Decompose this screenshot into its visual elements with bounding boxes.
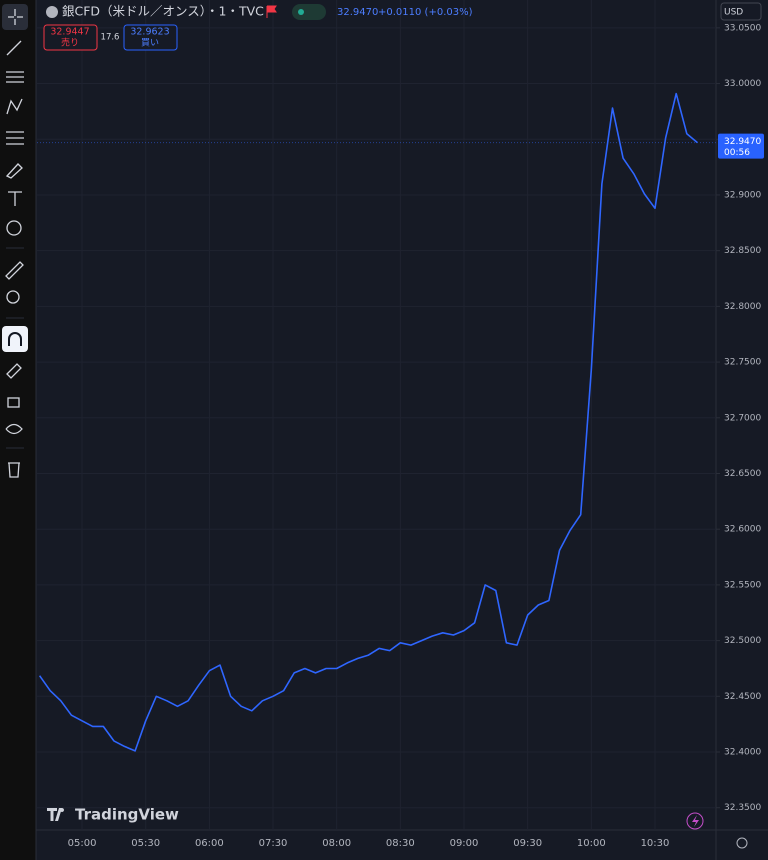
- lock-tool[interactable]: [7, 397, 20, 408]
- countdown: 00:56: [724, 148, 750, 158]
- y-tick-label: 32.9000: [724, 190, 761, 200]
- buy-button[interactable]: [123, 24, 178, 51]
- grid: [37, 0, 720, 830]
- y-tick-label: 32.7000: [724, 413, 761, 423]
- x-tick-label: 05:30: [131, 838, 160, 849]
- crosshair-icon: [8, 9, 23, 25]
- settings-button[interactable]: [736, 837, 748, 849]
- sell-label: 売り: [61, 37, 79, 49]
- brand-logo: [47, 807, 65, 821]
- text-tool[interactable]: [8, 191, 22, 206]
- x-tick-label: 10:00: [577, 838, 606, 849]
- status-dot: [298, 9, 304, 15]
- y-tick-label: 32.6500: [724, 469, 761, 479]
- y-tick-label: 32.6000: [724, 525, 761, 535]
- hide-tool[interactable]: [5, 423, 23, 435]
- y-tick-label: 32.7500: [724, 358, 761, 368]
- emoji-tool[interactable]: [6, 220, 22, 236]
- status-pill: [292, 4, 326, 20]
- last-price-tag: [718, 133, 764, 159]
- y-tick-label: 32.8000: [724, 302, 761, 312]
- pattern-tool[interactable]: [6, 98, 23, 115]
- y-tick-label: 33.0500: [724, 23, 761, 33]
- plot: [37, 92, 716, 752]
- delete-tool[interactable]: [8, 462, 20, 478]
- y-tick-label: 32.5000: [724, 636, 761, 646]
- y-tick-label: 32.4000: [724, 748, 761, 758]
- lightning-button[interactable]: [686, 812, 704, 830]
- symbol: 銀CFD（米ドル／オンス）・1・TVC: [62, 4, 264, 19]
- x-tick-label: 06:00: [195, 838, 224, 849]
- flag[interactable]: [266, 5, 277, 18]
- buy-label: 買い: [141, 38, 159, 49]
- x-tick-label: 08:30: [386, 838, 415, 849]
- symbol-icon: [46, 6, 58, 18]
- toolbar-icons: [2, 4, 28, 478]
- zoom-tool[interactable]: [6, 290, 20, 304]
- x-tick-label: 09:30: [513, 838, 542, 849]
- currency-button[interactable]: [720, 2, 762, 21]
- lock-draw-tool[interactable]: [6, 363, 22, 379]
- brand: TradingView: [47, 806, 179, 824]
- y-tick-label: 32.8500: [724, 246, 761, 256]
- change: +0.0110 (+0.03%): [378, 7, 473, 18]
- buy-price: 32.9623: [130, 27, 169, 38]
- x-tick-label: 05:00: [68, 838, 97, 849]
- magnet-tool[interactable]: [2, 326, 28, 352]
- brand-name: TradingView: [75, 806, 179, 824]
- forecast-tool[interactable]: [6, 131, 24, 145]
- x-tick-label: 07:30: [259, 838, 288, 849]
- ruler-tool[interactable]: [5, 261, 24, 280]
- trendline-tool[interactable]: [6, 40, 22, 56]
- spread: 17.6: [101, 33, 120, 43]
- price-line: [38, 92, 698, 752]
- crosshair-tool[interactable]: [2, 4, 28, 30]
- y-tick-label: 32.4500: [724, 692, 761, 702]
- brush-tool[interactable]: [5, 163, 23, 179]
- toolbar: [0, 0, 36, 860]
- x-tick-label: 08:00: [322, 838, 351, 849]
- x-tick-label: 10:30: [641, 838, 670, 849]
- y-tick-label: 32.3500: [724, 803, 761, 813]
- magnet-icon: [8, 332, 22, 346]
- sell-price: 32.9447: [50, 27, 89, 38]
- y-tick-label: 32.5500: [724, 580, 761, 590]
- currency: USD: [724, 8, 743, 18]
- fib-tool[interactable]: [6, 71, 24, 83]
- last-price-label: 32.9470: [724, 137, 761, 147]
- sell-button[interactable]: [43, 24, 98, 51]
- lightning-icon: [692, 815, 699, 827]
- x-tick-label: 09:00: [450, 838, 479, 849]
- price: 32.9470: [337, 7, 378, 18]
- y-tick-label: 33.0000: [724, 79, 761, 89]
